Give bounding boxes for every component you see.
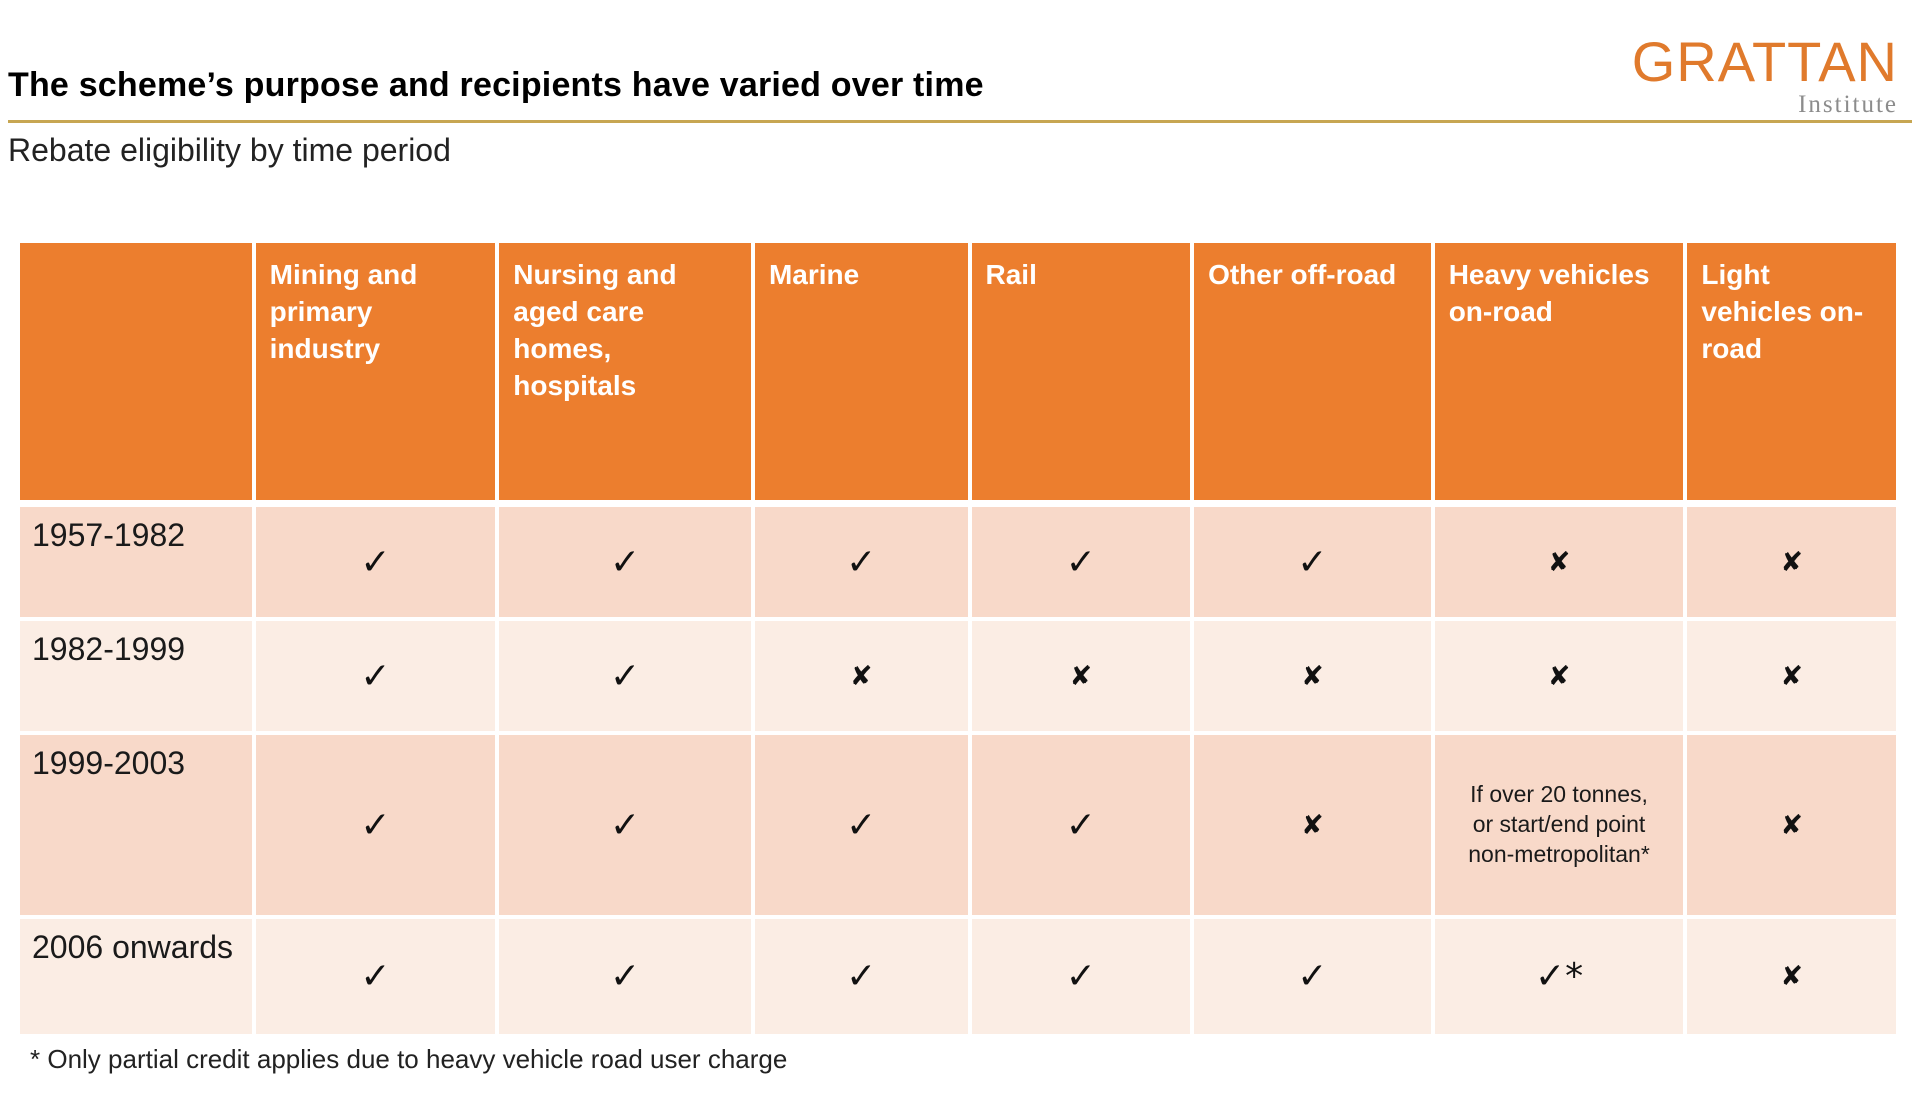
check-icon: ✓ (360, 804, 391, 846)
check-icon: ✓ (1065, 956, 1096, 997)
eligibility-cell: ✓ (971, 507, 1191, 617)
eligibility-cell: ✘ (1687, 507, 1896, 617)
eligibility-cell: ✓ (754, 735, 968, 915)
eligibility-cell: ✘ (971, 621, 1191, 731)
row-label-1957-1982: 1957-1982 (20, 507, 252, 617)
check-icon: ✓ (1065, 804, 1096, 846)
eligibility-cell: ✓ (1194, 919, 1431, 1034)
eligibility-cell: ✓* (1434, 919, 1684, 1034)
eligibility-table: Mining and primary industry Nursing and … (16, 239, 1900, 1038)
eligibility-cell: ✓ (499, 621, 751, 731)
check-icon: ✓ (610, 956, 641, 997)
column-header-rail: Rail (971, 243, 1191, 503)
table-row: 1957-1982 ✓ ✓ ✓ ✓ ✓ ✘ ✘ (20, 507, 1896, 617)
check-icon: ✓ (1297, 541, 1328, 583)
title-divider-rule (8, 120, 1912, 123)
page-title: The scheme’s purpose and recipients have… (8, 66, 984, 104)
cross-icon: ✘ (1780, 546, 1803, 578)
column-header-heavy-onroad: Heavy vehicles on-road (1434, 243, 1684, 503)
table-row: 1999-2003 ✓ ✓ ✓ ✓ ✘ If over 20 tonnes, o… (20, 735, 1896, 915)
grattan-logo: GRATTAN Institute (1631, 30, 1898, 118)
cross-icon: ✘ (1780, 961, 1803, 992)
check-icon: ✓ (846, 956, 877, 997)
eligibility-cell: ✓ (754, 919, 968, 1034)
check-icon: ✓ (360, 655, 391, 697)
column-header-other-offroad: Other off-road (1194, 243, 1431, 503)
footnote: * Only partial credit applies due to hea… (30, 1044, 788, 1074)
cross-icon: ✘ (1301, 809, 1324, 841)
check-icon: ✓ (846, 804, 877, 846)
table-header-row: Mining and primary industry Nursing and … (20, 243, 1896, 503)
eligibility-cell: ✘ (1687, 621, 1896, 731)
eligibility-cell: ✓ (971, 919, 1191, 1034)
eligibility-cell: ✓ (499, 919, 751, 1034)
eligibility-cell: ✘ (1194, 621, 1431, 731)
eligibility-cell: ✘ (1434, 621, 1684, 731)
eligibility-cell: ✓ (1194, 507, 1431, 617)
eligibility-note-cell: If over 20 tonnes, or start/end point no… (1434, 735, 1684, 915)
cross-icon: ✘ (1069, 660, 1093, 692)
table-row: 1982-1999 ✓ ✓ ✘ ✘ ✘ ✘ ✘ (20, 621, 1896, 731)
column-header-light-onroad: Light vehicles on-road (1687, 243, 1896, 503)
eligibility-cell: ✓ (499, 507, 751, 617)
eligibility-cell: ✓ (255, 621, 496, 731)
eligibility-cell: ✓ (255, 507, 496, 617)
cross-icon: ✘ (1301, 660, 1324, 692)
eligibility-cell: ✓ (971, 735, 1191, 915)
eligibility-cell: ✘ (1434, 507, 1684, 617)
eligibility-cell: ✘ (754, 621, 968, 731)
check-icon: ✓ (360, 541, 391, 583)
eligibility-cell: ✘ (1687, 735, 1896, 915)
eligibility-cell: ✓ (754, 507, 968, 617)
check-icon: ✓ (1297, 956, 1328, 997)
column-header-marine: Marine (754, 243, 968, 503)
cross-icon: ✘ (1780, 809, 1803, 841)
row-label-1982-1999: 1982-1999 (20, 621, 252, 731)
eligibility-cell: ✓ (255, 919, 496, 1034)
eligibility-cell: ✓ (499, 735, 751, 915)
eligibility-cell: ✓ (255, 735, 496, 915)
eligibility-cell: ✘ (1687, 919, 1896, 1034)
column-header-nursing: Nursing and aged care homes, hospitals (499, 243, 751, 503)
grattan-wordmark: GRATTAN (1631, 30, 1898, 93)
check-icon: ✓ (610, 804, 641, 846)
page-subtitle: Rebate eligibility by time period (8, 132, 451, 168)
cross-icon: ✘ (849, 660, 873, 692)
check-icon: ✓ (610, 655, 641, 697)
eligibility-cell: ✘ (1194, 735, 1431, 915)
check-asterisk-icon: ✓* (1534, 956, 1584, 997)
check-icon: ✓ (846, 541, 877, 583)
cross-icon: ✘ (1780, 660, 1803, 692)
eligibility-note-text: If over 20 tonnes, or start/end point no… (1468, 781, 1650, 867)
column-header-mining: Mining and primary industry (255, 243, 496, 503)
row-label-1999-2003: 1999-2003 (20, 735, 252, 915)
row-label-2006-onwards: 2006 onwards (20, 919, 252, 1034)
cross-icon: ✘ (1547, 660, 1571, 692)
table-row: 2006 onwards ✓ ✓ ✓ ✓ ✓ ✓* ✘ (20, 919, 1896, 1034)
check-icon: ✓ (360, 956, 391, 997)
grattan-institute-label: Institute (1798, 91, 1898, 118)
check-icon: ✓ (1065, 541, 1096, 583)
corner-header-cell (20, 243, 252, 503)
check-icon: ✓ (610, 541, 641, 583)
cross-icon: ✘ (1547, 546, 1571, 578)
